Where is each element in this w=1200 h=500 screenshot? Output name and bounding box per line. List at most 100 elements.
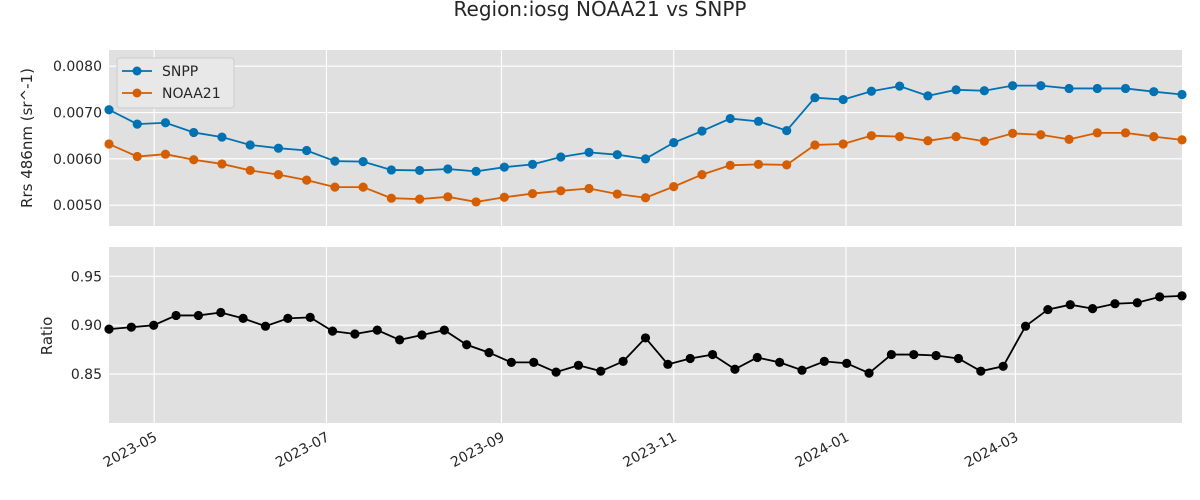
data-point-noaa21 [1064,134,1074,144]
data-point-snpp [302,145,312,156]
top-y-axis-label: Rrs 486nm (sr^-1) [18,68,36,208]
y-tick-label: 0.95 [71,269,102,285]
data-point-ratio [126,322,136,332]
data-point-noaa21 [1092,128,1102,138]
data-point-noaa21 [358,182,368,192]
data-point-snpp [358,157,368,167]
data-point-snpp [330,156,340,166]
data-point-snpp [273,143,284,153]
data-point-snpp [1120,83,1131,94]
data-point-ratio [1132,298,1142,308]
data-point-ratio [596,366,606,376]
data-point-snpp [584,147,594,157]
data-point-noaa21 [979,136,989,146]
data-point-ratio [327,326,338,336]
data-point-ratio [998,361,1008,371]
data-point-ratio [1065,300,1075,310]
data-point-ratio [886,349,896,360]
x-tick-labels: 2023-05 2023-07 2023-09 2023-11 2024-01 2024-… [101,429,1021,471]
data-point-noaa21 [923,136,933,146]
data-point-ratio [484,348,494,358]
data-point-noaa21 [527,188,538,199]
data-point-ratio [663,359,673,369]
data-point-snpp [866,86,876,96]
data-point-ratio [1020,321,1031,331]
data-point-noaa21 [725,160,735,170]
data-point-ratio [171,310,181,321]
data-point-noaa21 [1120,128,1131,138]
data-point-noaa21 [584,183,594,194]
data-point-snpp [415,165,425,176]
bottom-grid [109,247,1182,423]
top-series-points [104,81,1187,207]
data-point-noaa21 [866,131,876,141]
data-point-ratio [1155,292,1165,302]
data-point-noaa21 [895,132,905,142]
data-point-noaa21 [499,192,509,202]
top-grid [109,50,1182,226]
data-point-noaa21 [640,193,651,203]
data-point-ratio [395,335,405,345]
y-tick-label: 0.0050 [53,198,102,214]
data-point-snpp [527,159,538,169]
x-tick-label: 2023-09 [448,429,507,471]
data-point-noaa21 [104,139,114,149]
data-point-snpp [189,127,199,138]
data-point-noaa21 [302,175,312,185]
data-point-ratio [1110,299,1120,309]
data-point-ratio [573,360,584,370]
data-point-ratio [260,321,271,331]
data-point-noaa21 [132,151,142,162]
data-point-snpp [1149,87,1159,97]
bottom-y-tick-labels: 0.85 0.90 0.95 [71,269,102,383]
data-point-ratio [238,313,248,323]
data-point-snpp [1007,81,1018,91]
data-point-snpp [640,154,651,164]
data-point-noaa21 [556,186,566,196]
data-point-snpp [386,165,396,175]
data-point-snpp [160,118,171,128]
data-point-ratio [149,320,159,330]
x-tick-label: 2023-07 [273,429,332,471]
data-point-noaa21 [782,160,792,170]
data-point-snpp [838,94,848,105]
data-point-noaa21 [330,182,340,192]
data-point-snpp [753,116,764,126]
data-point-ratio [506,357,516,367]
data-point-noaa21 [951,132,961,142]
data-point-ratio [909,349,919,360]
top-panel: 0.0050 0.0060 0.0070 0.0080 Rrs 486nm (sr^-… [18,50,1187,226]
data-point-ratio [1043,304,1053,315]
data-point-ratio [752,352,762,363]
data-point-snpp [895,81,905,91]
data-point-noaa21 [753,159,764,169]
data-point-noaa21 [189,155,199,165]
data-point-snpp [499,162,509,172]
legend: SNPP NOAA21 [116,57,235,109]
data-point-ratio [864,368,874,378]
data-point-snpp [1064,83,1074,94]
x-tick-label: 2023-11 [620,429,679,471]
data-point-ratio [640,333,651,343]
data-point-noaa21 [612,189,622,199]
data-point-snpp [923,91,933,101]
data-point-ratio [953,353,964,364]
data-point-noaa21 [443,192,453,202]
data-point-ratio [439,325,449,335]
data-point-snpp [725,113,735,124]
data-point-ratio [216,307,226,318]
data-point-ratio [372,325,382,335]
y-tick-label: 0.0060 [53,152,102,168]
data-point-snpp [810,93,820,103]
y-tick-label: 0.0070 [53,106,102,122]
y-tick-label: 0.85 [71,367,102,383]
data-point-snpp [979,86,989,96]
data-point-noaa21 [1036,130,1046,140]
data-point-noaa21 [386,193,396,203]
data-point-ratio [618,356,628,366]
data-point-ratio [462,340,472,350]
legend-label-noaa21: NOAA21 [162,86,221,102]
data-point-snpp [245,140,255,150]
data-point-ratio [819,356,829,366]
